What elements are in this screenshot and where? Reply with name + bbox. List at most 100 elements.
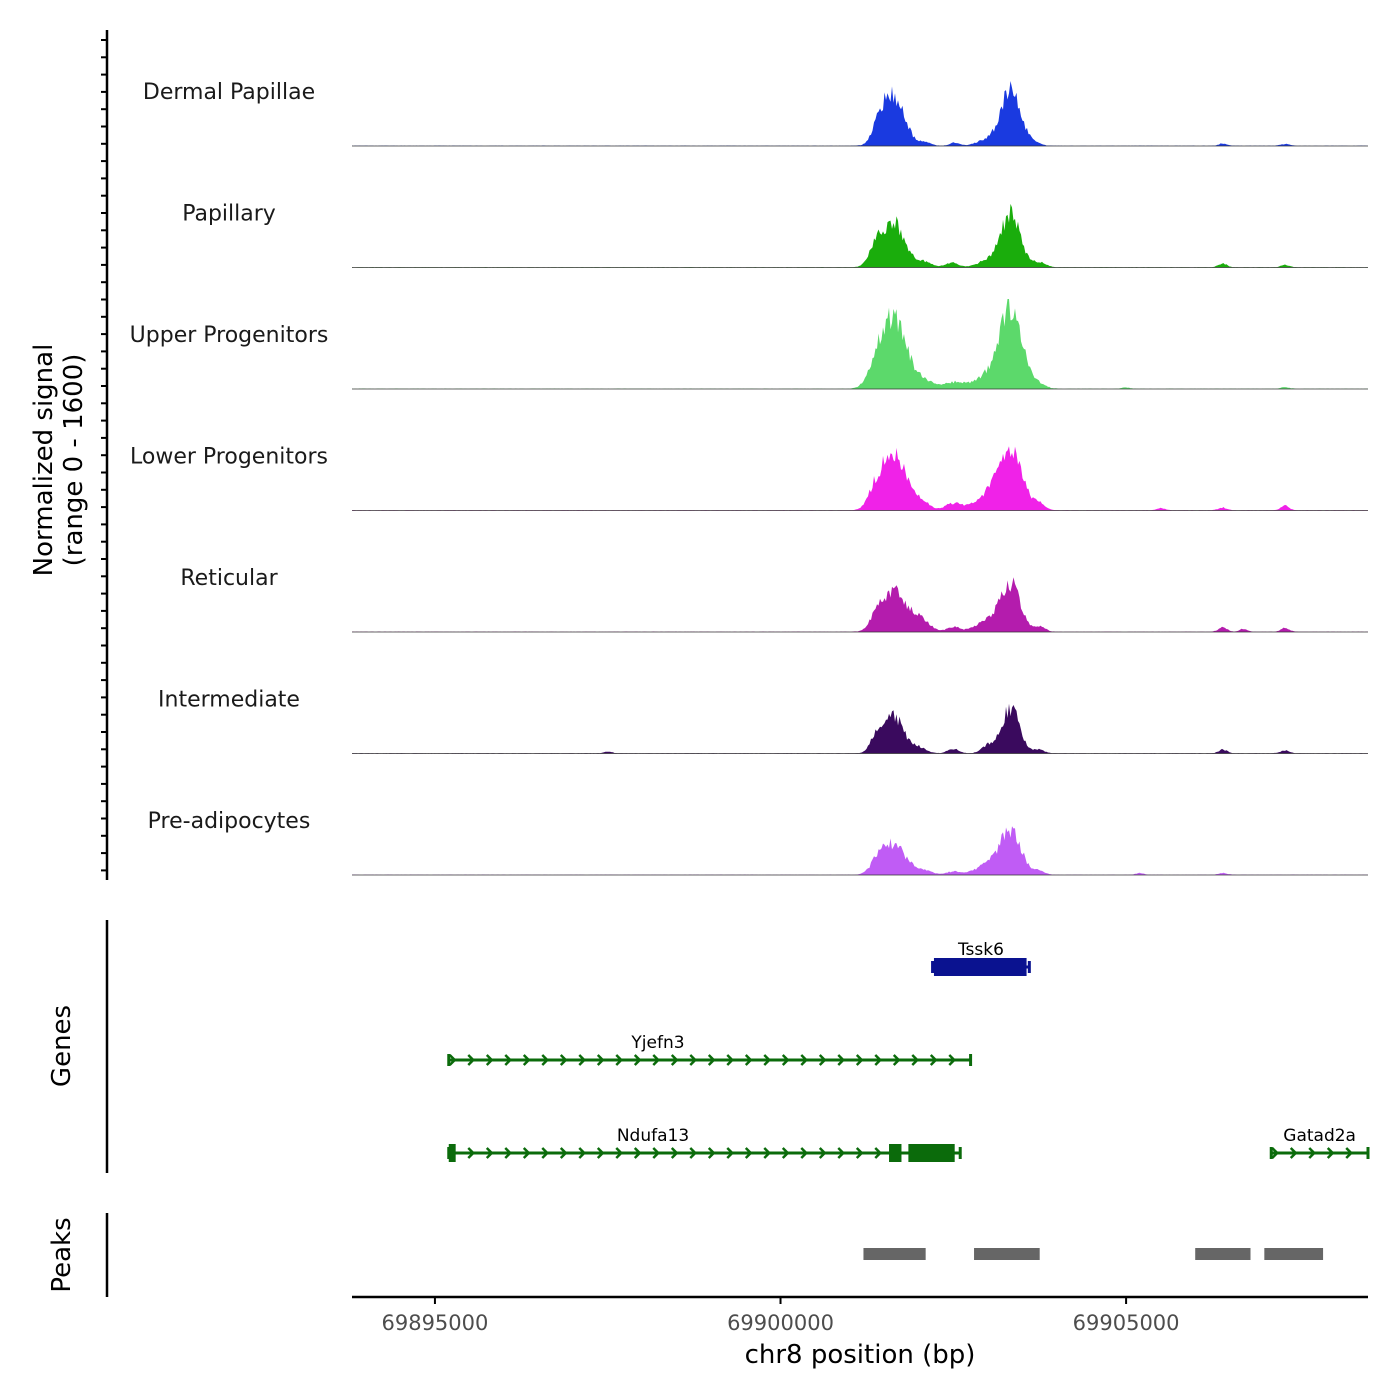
signal-area	[352, 299, 1368, 389]
strand-arrow	[874, 1147, 883, 1159]
strand-arrow	[522, 1147, 531, 1159]
strand-arrow	[689, 1147, 698, 1159]
track-intermediate: Intermediate	[158, 688, 1368, 754]
strand-arrow	[892, 1054, 901, 1066]
strand-arrow	[763, 1147, 772, 1159]
strand-arrow	[818, 1147, 827, 1159]
strand-arrow	[485, 1147, 494, 1159]
signal-area	[352, 446, 1368, 511]
gene-ndufa13: Ndufa13	[447, 1126, 962, 1162]
strand-arrow	[800, 1147, 809, 1159]
y-axis-label: Normalized signal	[29, 344, 59, 577]
signal-area	[352, 826, 1368, 875]
track-pre-adipocytes: Pre-adipocytes	[148, 809, 1368, 876]
x-tick-label: 69905000	[1073, 1311, 1180, 1335]
strand-arrow	[726, 1147, 735, 1159]
gene-gatad2a: Gatad2a	[1269, 1126, 1370, 1159]
strand-arrow	[837, 1147, 846, 1159]
peak-region	[1264, 1248, 1324, 1260]
gene-label: Ndufa13	[617, 1126, 689, 1146]
signal-y-axis	[101, 30, 109, 880]
strand-arrow	[596, 1054, 605, 1066]
strand-arrow	[707, 1054, 716, 1066]
track-lower-progenitors: Lower Progenitors	[130, 445, 1368, 511]
x-axis: 69895000 69900000 69905000	[352, 1295, 1368, 1335]
strand-arrow	[744, 1147, 753, 1159]
strand-arrow	[689, 1054, 698, 1066]
peak-region	[1195, 1248, 1251, 1260]
strand-arrow	[855, 1054, 864, 1066]
gene-label: Gatad2a	[1283, 1126, 1356, 1146]
track-label: Upper Progenitors	[130, 323, 329, 348]
strand-arrow	[596, 1147, 605, 1159]
strand-arrow	[744, 1054, 753, 1066]
strand-arrow	[855, 1147, 864, 1159]
strand-arrow	[929, 1054, 938, 1066]
strand-arrow	[467, 1147, 476, 1159]
strand-arrow	[911, 1054, 920, 1066]
strand-arrow	[1271, 1147, 1280, 1159]
track-label: Lower Progenitors	[130, 445, 328, 470]
strand-arrow	[578, 1054, 587, 1066]
track-dermal-papillae: Dermal Papillae	[143, 80, 1368, 147]
strand-arrow	[652, 1054, 661, 1066]
strand-arrow	[448, 1054, 457, 1066]
gene-tssk6: Tssk6	[931, 940, 1031, 976]
strand-arrow	[615, 1054, 624, 1066]
track-reticular: Reticular	[180, 566, 1368, 633]
strand-arrow	[559, 1147, 568, 1159]
track-label: Pre-adipocytes	[148, 809, 311, 834]
genes-panel-label: Genes	[47, 1005, 77, 1087]
track-label: Reticular	[180, 566, 278, 591]
exon-block	[933, 958, 1027, 976]
peak-region	[863, 1248, 926, 1260]
signal-area	[352, 577, 1368, 632]
signal-area	[352, 703, 1368, 754]
signal-area	[352, 81, 1368, 146]
strand-arrow	[670, 1054, 679, 1066]
peaks-panel-label: Peaks	[47, 1217, 77, 1292]
x-axis-label: chr8 position (bp)	[745, 1340, 976, 1370]
strand-arrow	[763, 1054, 772, 1066]
strand-arrow	[541, 1147, 550, 1159]
strand-arrow	[633, 1147, 642, 1159]
strand-arrow	[800, 1054, 809, 1066]
strand-arrow	[1326, 1147, 1335, 1159]
strand-arrow	[504, 1147, 513, 1159]
gene-yjefn3: Yjefn3	[447, 1033, 973, 1066]
strand-arrow	[652, 1147, 661, 1159]
signal-area	[352, 203, 1368, 268]
strand-arrow	[874, 1054, 883, 1066]
exon-block	[889, 1144, 902, 1162]
strand-arrow	[633, 1054, 642, 1066]
track-label: Intermediate	[158, 688, 300, 713]
strand-arrow	[578, 1147, 587, 1159]
exon-block	[908, 1144, 955, 1162]
strand-arrow	[485, 1054, 494, 1066]
strand-arrow	[726, 1054, 735, 1066]
genes-panel: Tssk6 Yjefn3 Ndufa13 Gatad2a	[105, 920, 1370, 1173]
strand-arrow	[1308, 1147, 1317, 1159]
track-upper-progenitors: Upper Progenitors	[130, 299, 1368, 390]
strand-arrow	[1345, 1147, 1354, 1159]
peaks-panel	[105, 1213, 1324, 1297]
strand-arrow	[818, 1054, 827, 1066]
strand-arrow	[522, 1054, 531, 1066]
strand-arrow	[504, 1054, 513, 1066]
track-label: Papillary	[182, 202, 276, 227]
strand-arrow	[1289, 1147, 1298, 1159]
strand-arrow	[707, 1147, 716, 1159]
strand-arrow	[948, 1054, 957, 1066]
x-tick-label: 69900000	[727, 1311, 834, 1335]
strand-arrow	[837, 1054, 846, 1066]
strand-arrow	[559, 1054, 568, 1066]
strand-arrow	[781, 1054, 790, 1066]
track-papillary: Papillary	[182, 202, 1368, 268]
track-label: Dermal Papillae	[143, 80, 315, 105]
exon-block	[448, 1144, 456, 1162]
strand-arrow	[615, 1147, 624, 1159]
gene-label: Tssk6	[957, 940, 1004, 960]
strand-arrow	[781, 1147, 790, 1159]
y-axis-label-range: (range 0 - 1600)	[59, 354, 89, 567]
